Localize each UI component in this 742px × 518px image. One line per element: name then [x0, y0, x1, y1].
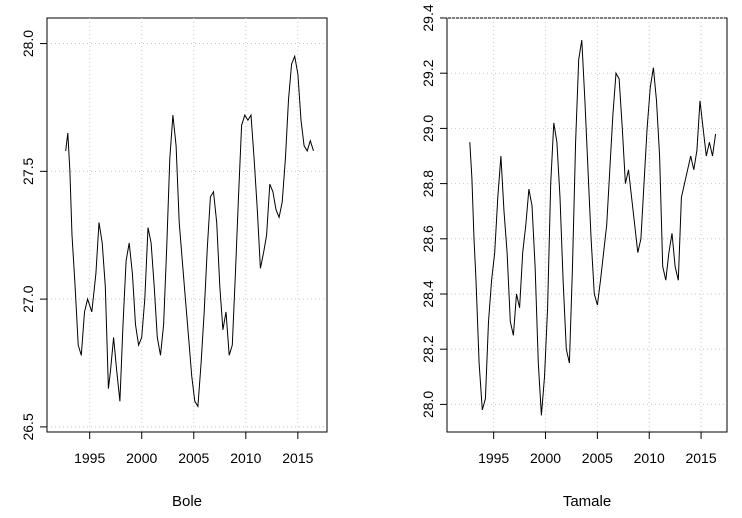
x-axis-label-bole: Bole — [172, 493, 202, 510]
x-tick-label-bole: 2005 — [178, 450, 209, 466]
x-tick-label-tamale: 2010 — [634, 450, 665, 466]
x-tick-label-tamale: 2005 — [582, 450, 613, 466]
axes-tamale: 28.0 28.2 28.4 28.6 28.8 29.0 29.2 29.4 1995 2000… — [420, 4, 717, 466]
x-tick-label-bole: 2015 — [282, 450, 313, 466]
chart-panel-bole: 26.5 27.0 27.5 28.0 1995 2000 2005 2010 2015 Bol… — [20, 17, 328, 510]
y-tick-label-tamale: 28.4 — [420, 280, 436, 307]
y-tick-label-bole: 27.0 — [20, 285, 36, 312]
grid-bole — [47, 18, 327, 432]
y-tick-label-tamale: 28.8 — [420, 170, 436, 197]
x-tick-label-tamale: 2000 — [530, 450, 561, 466]
x-tick-label-bole: 1995 — [74, 450, 105, 466]
x-tick-label-bole: 2000 — [126, 450, 157, 466]
y-tick-label-bole: 26.5 — [20, 413, 36, 440]
series-line-tamale — [469, 40, 717, 416]
series-line-bole — [65, 54, 314, 408]
y-tick-label-tamale: 28.2 — [420, 335, 436, 362]
y-tick-label-tamale: 29.2 — [420, 59, 436, 86]
chart-panel-tamale: 28.0 28.2 28.4 28.6 28.8 29.0 29.2 29.4 1995 2000… — [420, 4, 728, 510]
plot-frame-tamale — [446, 17, 728, 433]
y-tick-label-bole: 28.0 — [20, 30, 36, 57]
x-tick-label-bole: 2010 — [230, 450, 261, 466]
x-axis-label-tamale: Tamale — [563, 493, 611, 510]
x-tick-label-tamale: 1995 — [478, 450, 509, 466]
y-tick-label-tamale: 28.0 — [420, 391, 436, 418]
grid-tamale — [447, 17, 727, 432]
y-tick-label-tamale: 29.0 — [420, 115, 436, 142]
plot-frame-bole — [46, 17, 328, 433]
axes-bole: 26.5 27.0 27.5 28.0 1995 2000 2005 2010 2015 — [20, 30, 314, 466]
y-tick-label-bole: 27.5 — [20, 157, 36, 184]
y-tick-label-tamale: 29.4 — [420, 4, 436, 31]
y-tick-label-tamale: 28.6 — [420, 225, 436, 252]
x-tick-label-tamale: 2015 — [685, 450, 716, 466]
